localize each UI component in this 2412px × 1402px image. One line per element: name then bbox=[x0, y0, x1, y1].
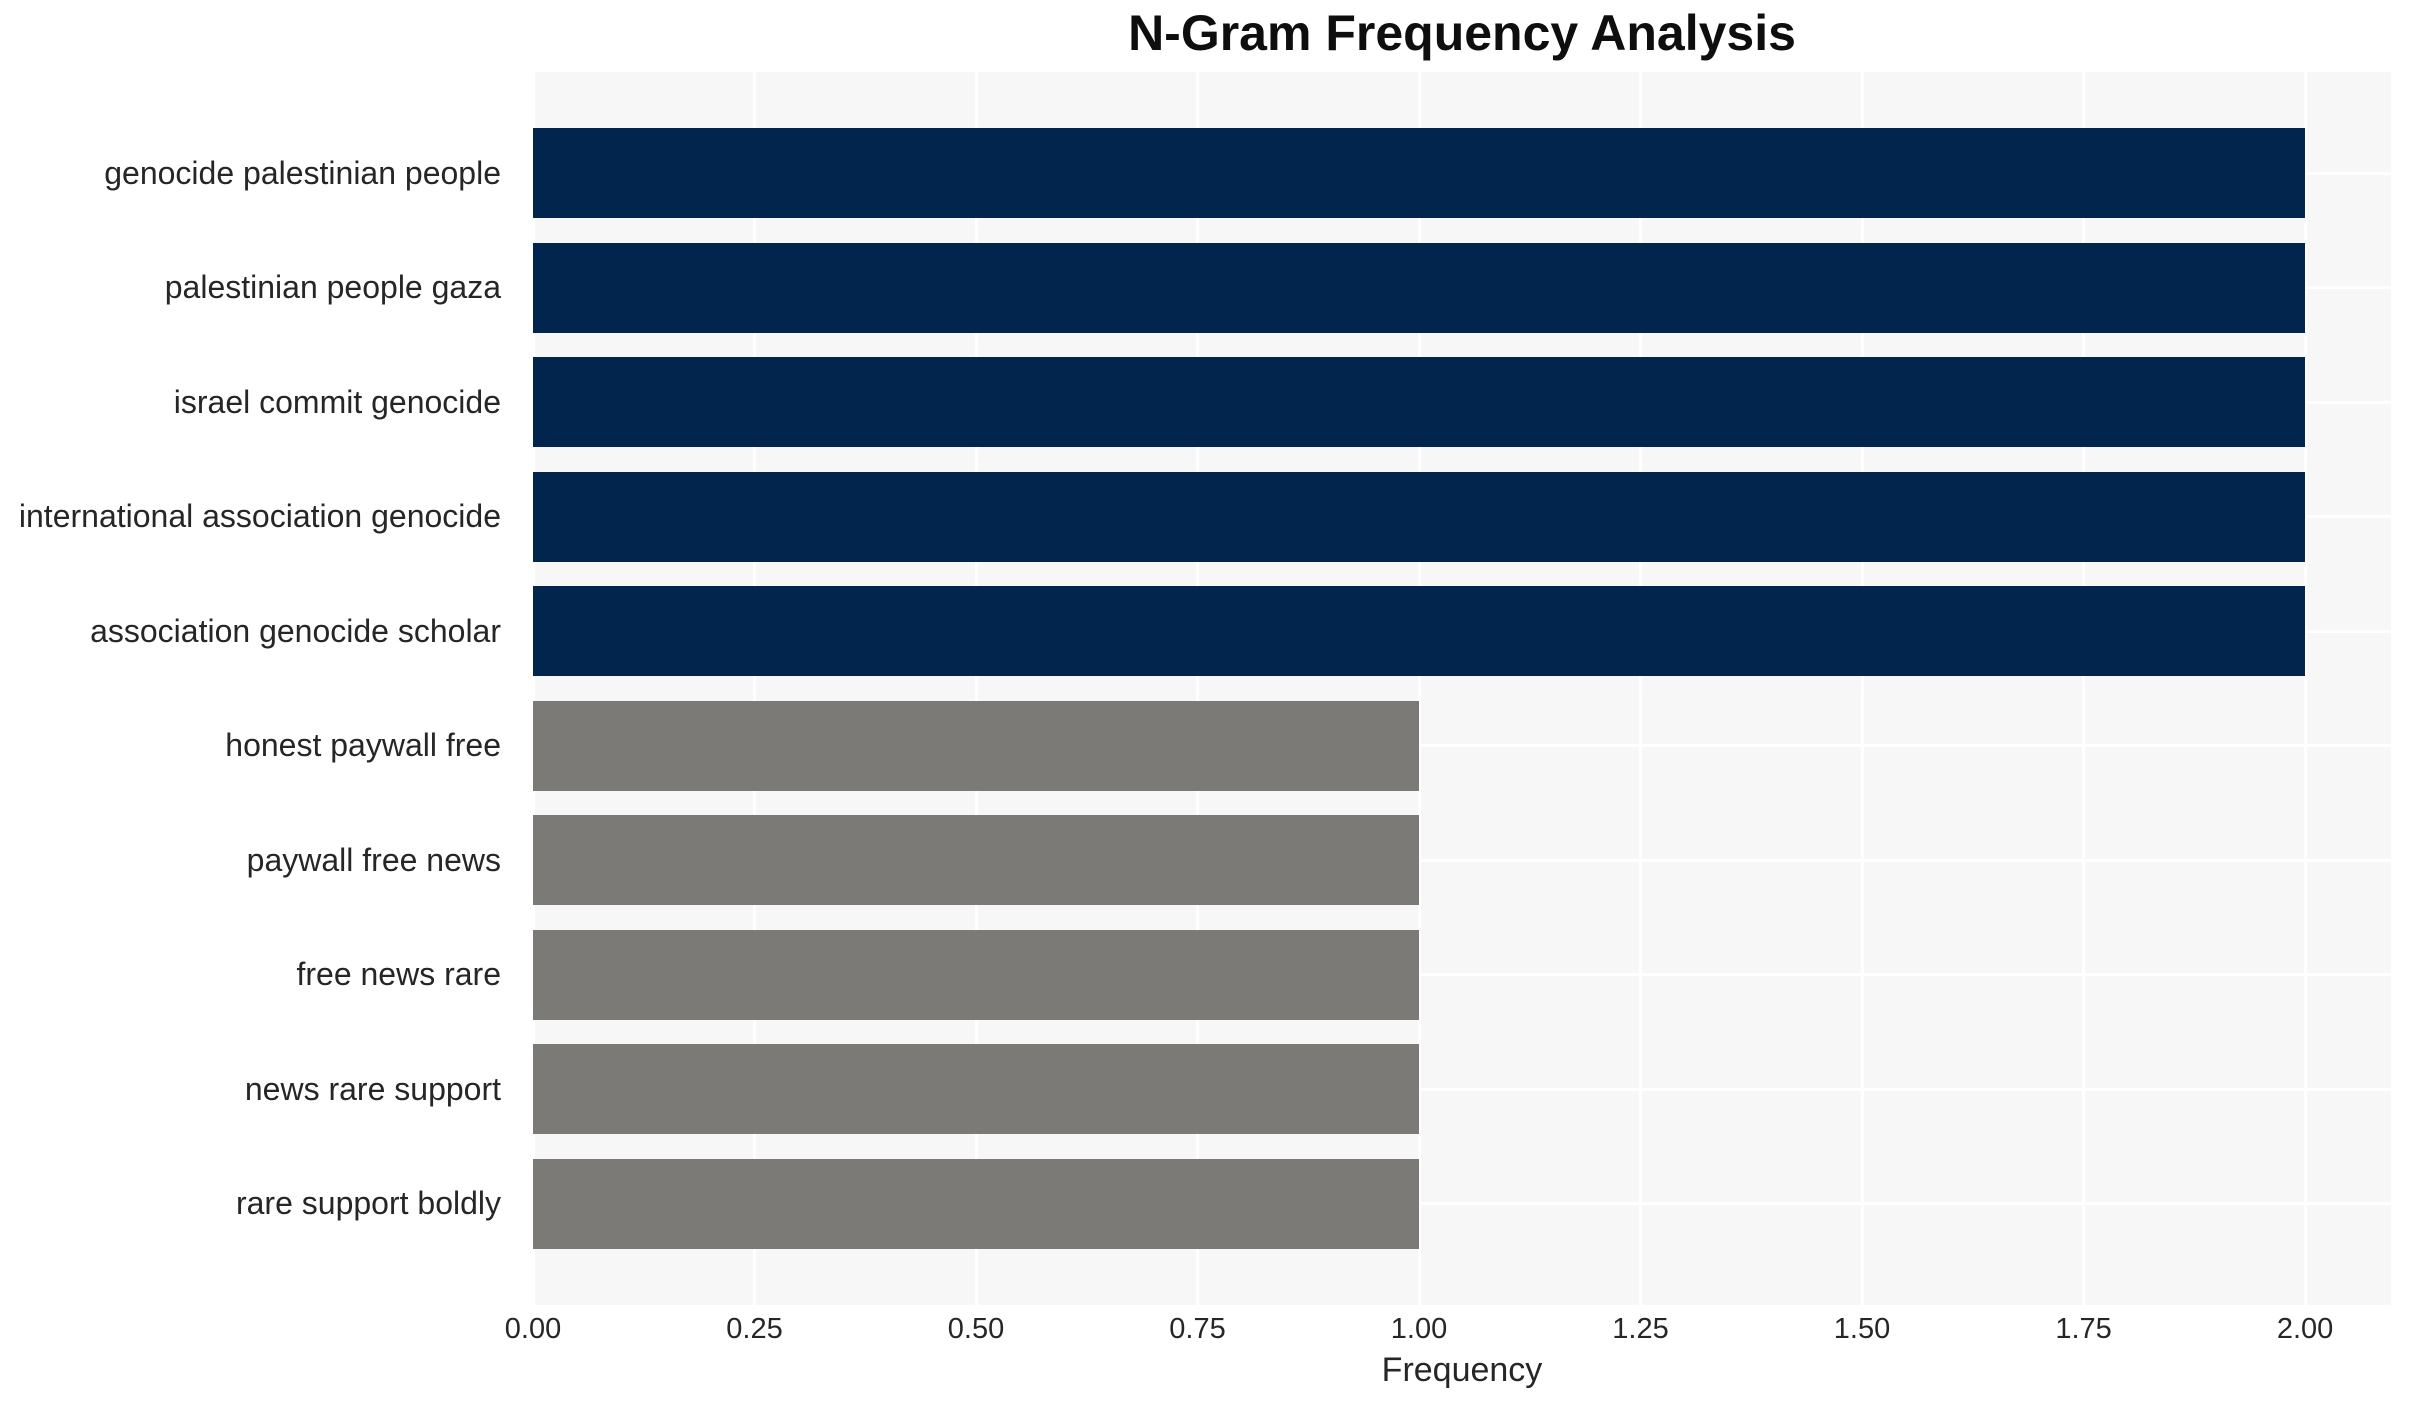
x-gridline bbox=[1417, 72, 1421, 1305]
y-tick-label: news rare support bbox=[244, 1070, 501, 1107]
y-tick-label: paywall free news bbox=[246, 841, 501, 878]
y-axis-labels: genocide palestinian people palestinian p… bbox=[0, 72, 517, 1305]
bar bbox=[533, 815, 1420, 906]
x-tick-label: 0.00 bbox=[504, 1313, 562, 1345]
x-tick-label: 2.00 bbox=[2276, 1313, 2334, 1345]
y-tick-label: honest paywall free bbox=[225, 727, 501, 764]
y-gridline bbox=[533, 744, 2391, 748]
x-tick-label: 1.50 bbox=[1833, 1313, 1891, 1345]
plot-area bbox=[531, 72, 2391, 1305]
x-gridline bbox=[2082, 72, 2086, 1305]
x-axis-title: Frequency bbox=[1381, 1351, 1543, 1389]
y-tick-label: free news rare bbox=[296, 956, 501, 993]
x-tick-label: 1.00 bbox=[1390, 1313, 1448, 1345]
y-tick-label: palestinian people gaza bbox=[164, 269, 501, 306]
y-gridline bbox=[533, 973, 2391, 977]
bar bbox=[533, 586, 2306, 677]
bar bbox=[533, 929, 1420, 1020]
bar bbox=[533, 1158, 1420, 1249]
x-tick-label: 0.50 bbox=[947, 1313, 1005, 1345]
y-gridline bbox=[533, 1202, 2391, 1206]
x-axis-ticks: 0.00 0.25 0.50 0.75 1.00 1.25 1.50 1.75 2.00 bbox=[0, 1305, 2412, 1351]
x-tick-label: 1.75 bbox=[2055, 1313, 2112, 1345]
x-tick-label: 1.25 bbox=[1612, 1313, 1669, 1345]
bar bbox=[533, 471, 2306, 562]
x-gridline bbox=[2303, 72, 2307, 1305]
bar bbox=[533, 128, 2306, 219]
x-gridline bbox=[753, 72, 756, 1305]
y-gridline bbox=[533, 1087, 2391, 1091]
bar bbox=[533, 357, 2306, 448]
x-gridline bbox=[531, 72, 535, 1305]
y-tick-label: rare support boldly bbox=[235, 1185, 501, 1222]
x-tick-label: 0.25 bbox=[726, 1313, 783, 1345]
y-tick-label: international association genocide bbox=[18, 498, 501, 535]
x-gridline bbox=[1196, 72, 1200, 1305]
bar bbox=[533, 242, 2306, 333]
x-gridline bbox=[1860, 72, 1864, 1305]
y-gridline bbox=[533, 858, 2391, 862]
y-tick-label: genocide palestinian people bbox=[104, 154, 501, 191]
x-gridline bbox=[1639, 72, 1643, 1305]
bar bbox=[533, 700, 1420, 791]
x-tick-label: 0.75 bbox=[1169, 1313, 1226, 1345]
y-tick-label: association genocide scholar bbox=[90, 612, 501, 649]
y-tick-label: israel commit genocide bbox=[173, 383, 501, 420]
x-gridline bbox=[974, 72, 978, 1305]
bar bbox=[533, 1044, 1420, 1135]
chart-title: N-Gram Frequency Analysis bbox=[1128, 5, 1796, 61]
